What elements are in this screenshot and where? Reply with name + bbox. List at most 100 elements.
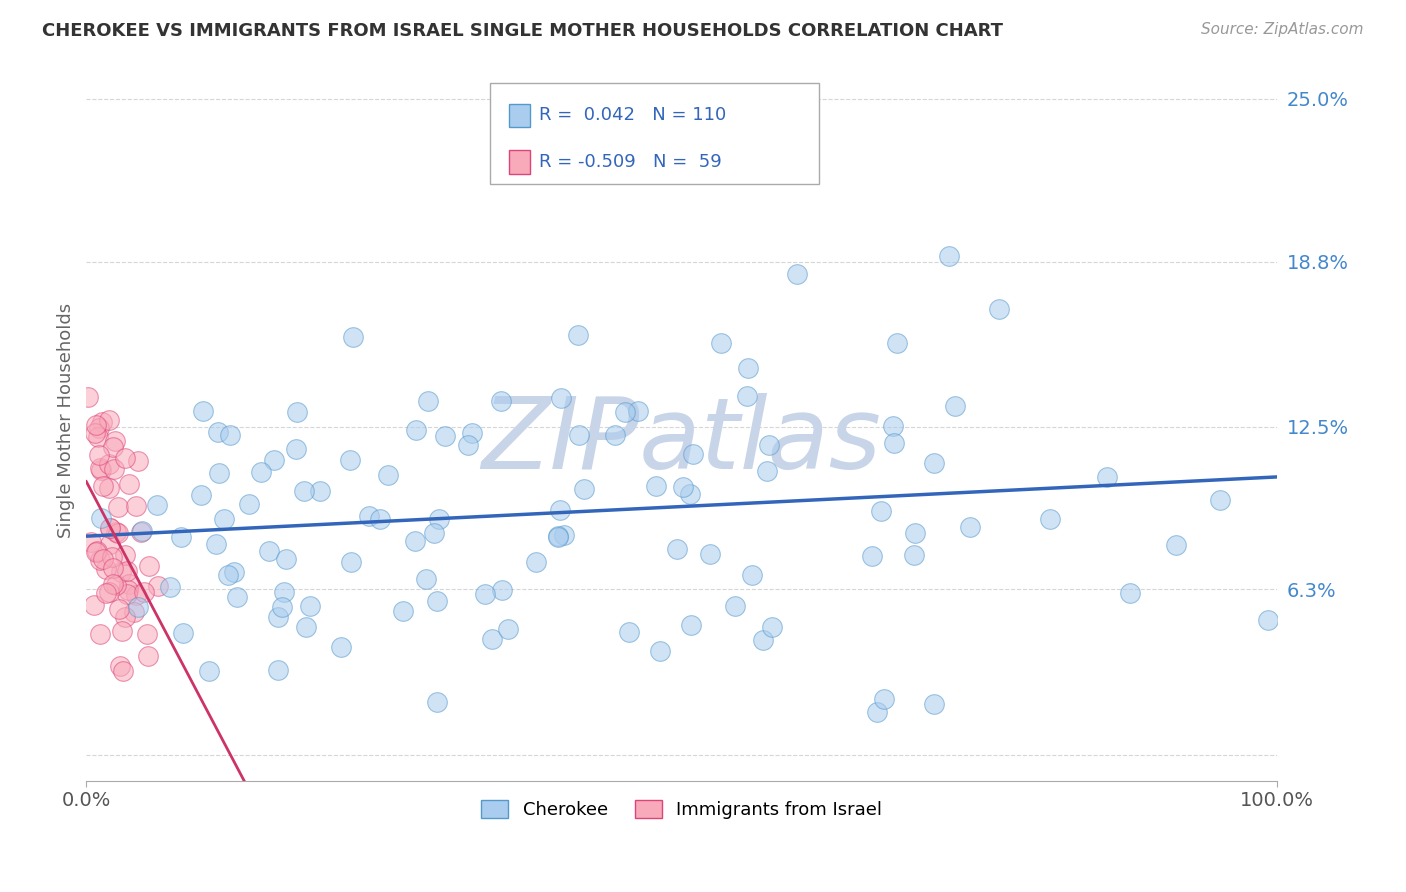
Point bbox=[1257, 613, 1279, 627]
Point bbox=[97, 584, 120, 599]
Point bbox=[489, 393, 512, 408]
Text: Source: ZipAtlas.com: Source: ZipAtlas.com bbox=[1201, 22, 1364, 37]
Point bbox=[882, 436, 904, 450]
Point bbox=[415, 572, 437, 586]
Point bbox=[212, 512, 235, 526]
Point bbox=[755, 464, 778, 478]
Point bbox=[112, 664, 135, 678]
Point bbox=[114, 549, 136, 563]
Point bbox=[107, 525, 129, 540]
Point bbox=[122, 605, 145, 619]
Point bbox=[90, 511, 112, 525]
Point bbox=[89, 461, 111, 475]
Point bbox=[118, 577, 141, 591]
Point bbox=[943, 399, 966, 413]
Legend: Cherokee, Immigrants from Israel: Cherokee, Immigrants from Israel bbox=[474, 792, 890, 826]
Point bbox=[474, 586, 496, 600]
Point bbox=[284, 442, 307, 457]
Point bbox=[138, 559, 160, 574]
Point bbox=[377, 468, 399, 483]
Point bbox=[568, 428, 591, 442]
Point bbox=[273, 584, 295, 599]
Point bbox=[679, 487, 702, 501]
Point bbox=[425, 594, 447, 608]
Point bbox=[988, 301, 1011, 316]
Point bbox=[405, 424, 427, 438]
Point bbox=[524, 555, 547, 569]
Point bbox=[370, 512, 392, 526]
Point bbox=[959, 520, 981, 534]
Point bbox=[672, 480, 695, 494]
Point bbox=[117, 583, 139, 598]
Point bbox=[84, 418, 107, 433]
Point bbox=[101, 561, 124, 575]
Point bbox=[1209, 493, 1232, 508]
Point bbox=[340, 555, 363, 569]
Point bbox=[724, 599, 747, 614]
FancyBboxPatch shape bbox=[489, 83, 818, 185]
Point bbox=[292, 484, 315, 499]
Point bbox=[148, 579, 170, 593]
Point bbox=[80, 535, 103, 549]
Point bbox=[94, 562, 117, 576]
Point bbox=[548, 502, 571, 516]
Point bbox=[270, 599, 292, 614]
Point bbox=[547, 530, 569, 544]
Point bbox=[886, 335, 908, 350]
Point bbox=[786, 267, 808, 281]
Point bbox=[938, 249, 960, 263]
Point bbox=[882, 418, 904, 433]
Point bbox=[108, 659, 131, 673]
Point bbox=[737, 361, 759, 376]
Point bbox=[198, 665, 221, 679]
Point bbox=[104, 434, 127, 449]
Point bbox=[425, 695, 447, 709]
Point bbox=[498, 623, 520, 637]
Point bbox=[125, 500, 148, 514]
Point bbox=[429, 512, 451, 526]
Point bbox=[665, 542, 688, 557]
Point bbox=[924, 456, 946, 470]
Point bbox=[172, 626, 194, 640]
Point bbox=[98, 413, 121, 427]
Point bbox=[193, 404, 215, 418]
Point bbox=[491, 583, 513, 598]
Point bbox=[404, 533, 426, 548]
Point bbox=[208, 466, 231, 480]
Point bbox=[714, 131, 737, 145]
Point bbox=[423, 526, 446, 541]
Point bbox=[329, 640, 352, 655]
Point bbox=[89, 553, 111, 567]
Point bbox=[1095, 470, 1118, 484]
FancyBboxPatch shape bbox=[509, 151, 530, 174]
Point bbox=[98, 521, 121, 535]
Point bbox=[100, 549, 122, 564]
Point bbox=[339, 453, 361, 467]
Point bbox=[342, 329, 364, 343]
Point bbox=[457, 438, 479, 452]
Point bbox=[481, 632, 503, 646]
Point bbox=[295, 620, 318, 634]
Point bbox=[83, 598, 105, 612]
Point bbox=[648, 644, 671, 658]
Point bbox=[572, 483, 595, 497]
Point bbox=[461, 425, 484, 440]
Point bbox=[115, 564, 138, 578]
Point bbox=[146, 498, 169, 512]
Point bbox=[1118, 586, 1140, 600]
Point bbox=[98, 537, 121, 551]
Point bbox=[131, 524, 153, 539]
Point bbox=[267, 663, 290, 677]
Point bbox=[132, 585, 155, 599]
Point bbox=[922, 697, 945, 711]
Point bbox=[224, 566, 246, 580]
Point bbox=[359, 508, 381, 523]
Y-axis label: Single Mother Households: Single Mother Households bbox=[58, 302, 75, 538]
Point bbox=[117, 476, 139, 491]
Point bbox=[91, 551, 114, 566]
Point bbox=[136, 649, 159, 664]
Point bbox=[392, 604, 415, 618]
Point bbox=[107, 500, 129, 514]
Point bbox=[90, 415, 112, 429]
Point bbox=[110, 624, 132, 639]
